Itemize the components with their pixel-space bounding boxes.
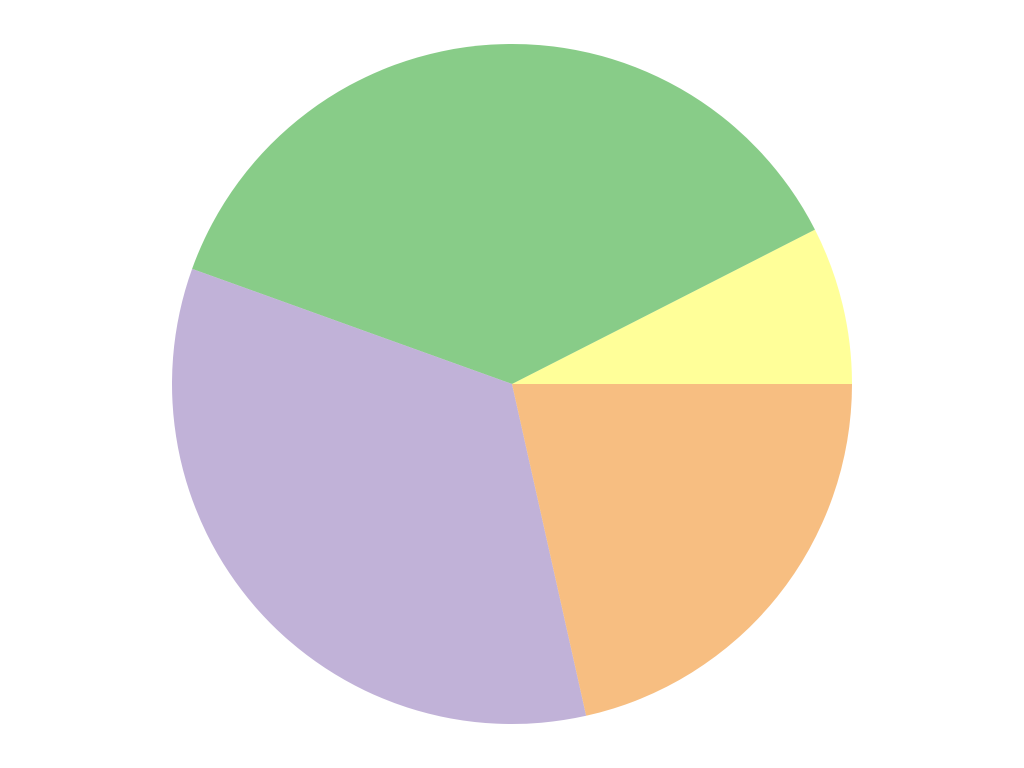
pie-chart-svg [0, 0, 1024, 768]
pie-chart [0, 0, 1024, 768]
